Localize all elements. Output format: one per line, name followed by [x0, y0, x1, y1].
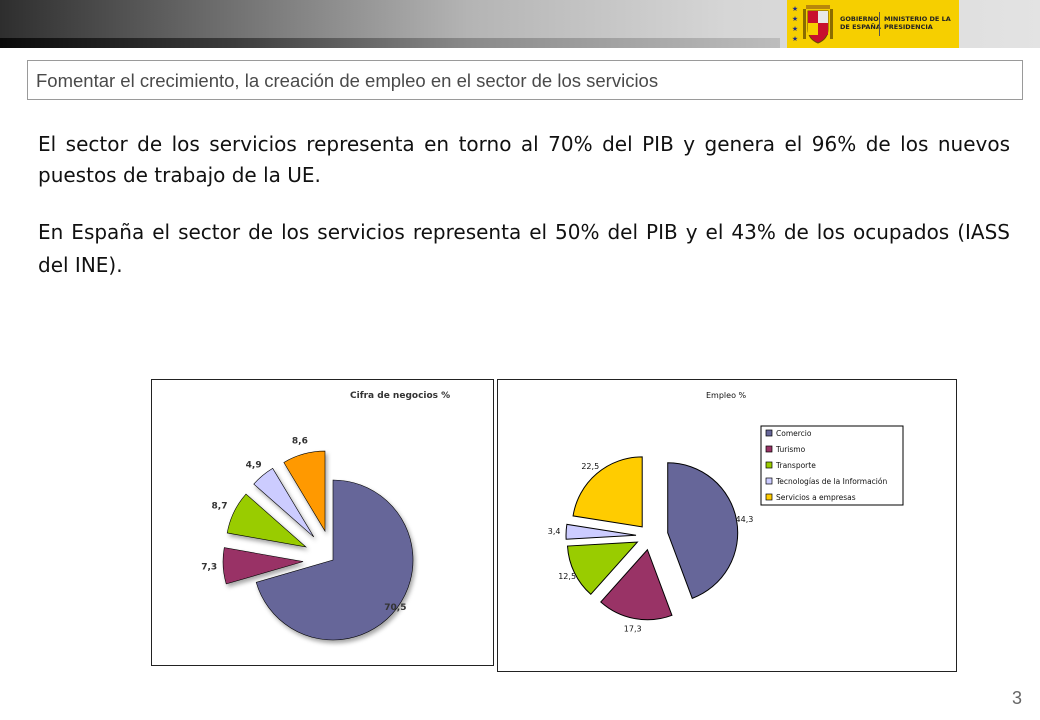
data-label-transporte: 8,7: [212, 501, 228, 511]
pie-slice-comercio: [667, 462, 739, 599]
legend-label-servicios-a-empresas: Servicios a empresas: [776, 493, 856, 502]
chart-title: Cifra de negocios %: [350, 391, 450, 401]
data-label-tecnolog-as-de-la-informaci-n: 4,9: [246, 461, 262, 471]
data-label-tecnolog-as-de-la-informaci-n: 3,4: [548, 527, 561, 536]
data-label-servicios-a-empresas: 8,6: [292, 436, 308, 446]
pie-slice-tecnolog-as-de-la-informaci-n: [253, 467, 315, 538]
pie-slice-transporte: [226, 493, 307, 548]
page-number: 3: [1012, 688, 1023, 708]
data-label-turismo: 17,3: [624, 624, 642, 633]
pie-slice-transporte: [566, 541, 639, 596]
legend-label-transporte: Transporte: [775, 461, 816, 470]
paragraph-spain-services: En España el sector de los servicios rep…: [38, 220, 1010, 277]
slide-title: Fomentar el crecimiento, la creación de …: [36, 70, 659, 91]
data-label-turismo: 7,3: [201, 563, 217, 573]
legend-swatch-turismo: [765, 445, 773, 453]
pie-slice-tecnolog-as-de-la-informaci-n: [565, 523, 637, 540]
legend-swatch-transporte: [765, 461, 773, 469]
legend-label-tecnolog-as-de-la-informaci-n: Tecnologías de la Información: [775, 477, 887, 486]
legend-swatch-tecnolog-as-de-la-informaci-n: [765, 477, 773, 485]
chart-cifra-negocios-plot: Cifra de negocios % 70,5 7,3 8,7 4,9 8,6: [201, 391, 450, 641]
pie-slice-comercio: [255, 479, 414, 641]
pie-slice-turismo: [222, 547, 304, 585]
slide-title-box: Fomentar el crecimiento, la creación de …: [27, 60, 1023, 100]
logo-text-government: GOBIERNO DE ESPAÑA: [840, 15, 881, 31]
data-label-comercio: 44,3: [736, 515, 754, 524]
logo-text-ministry: MINISTERIO DE LA PRESIDENCIA: [884, 15, 951, 31]
legend-swatch-comercio: [765, 429, 773, 437]
paragraph-eu-services: El sector de los servicios representa en…: [38, 132, 1010, 187]
data-label-servicios-a-empresas: 22,5: [581, 462, 599, 471]
legend-label-turismo: Turismo: [775, 445, 806, 454]
header-strip: [0, 38, 780, 48]
pie-slice-servicios-a-empresas: [572, 456, 643, 528]
pie-slice-turismo: [600, 548, 673, 621]
logo-separator: [879, 12, 880, 36]
legend-box: [760, 425, 904, 506]
data-label-transporte: 12,5: [558, 572, 576, 581]
legend-swatch-servicios-a-empresas: [765, 493, 773, 501]
eu-flag-icon: ★ ★ ★ ★: [791, 2, 799, 46]
chart-title: Empleo %: [706, 391, 747, 400]
coat-of-arms-icon: [803, 5, 833, 44]
chart-cifra-negocios: Cifra de negocios % 70,5 7,3 8,7 4,9 8,6: [151, 379, 494, 666]
pie-slice-servicios-a-empresas: [283, 450, 326, 533]
chart-empleo-plot: Empleo % 44,3 17,3 12,5 3,4 22,5 Comercio Tur…: [548, 391, 904, 633]
chart-empleo: Empleo % 44,3 17,3 12,5 3,4 22,5 Comercio Tur…: [497, 379, 957, 672]
data-label-comercio: 70,5: [384, 603, 406, 613]
government-logo: ★ ★ ★ ★ GOBIERNO DE ESPAÑA MINISTERIO DE…: [787, 0, 959, 48]
legend-label-comercio: Comercio: [776, 429, 812, 438]
chart-legend: Comercio Turismo Transporte Tecnologías de …: [760, 425, 904, 506]
